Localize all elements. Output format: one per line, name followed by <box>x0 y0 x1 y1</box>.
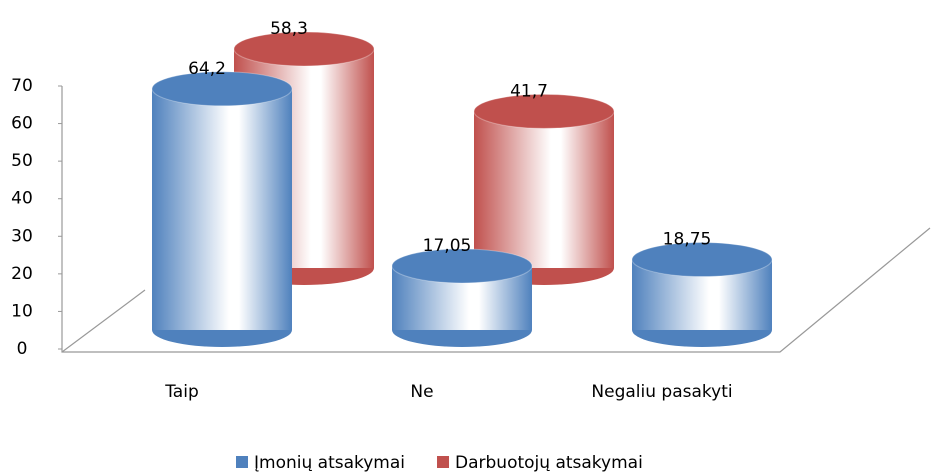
legend-swatch <box>236 456 248 468</box>
cylinder-top <box>233 31 375 67</box>
cylinder <box>631 242 773 347</box>
y-tick-label: 10 <box>11 301 33 321</box>
legend-label: Įmonių atsakymai <box>254 453 405 473</box>
cylinder <box>391 248 533 347</box>
value-label: 17,05 <box>423 236 472 256</box>
y-tick-label: 70 <box>11 76 33 96</box>
x-tick-label: Taip <box>164 382 199 402</box>
value-label: 41,7 <box>510 81 548 101</box>
cylinder-top <box>151 71 293 107</box>
cylinder <box>151 71 293 347</box>
floor-edge <box>61 289 146 353</box>
value-label: 64,2 <box>188 59 226 79</box>
y-tick-label: 20 <box>11 264 33 284</box>
cylinder-body <box>474 111 614 268</box>
value-label: 18,75 <box>663 230 712 250</box>
y-tick-label: 60 <box>11 114 33 134</box>
x-tick-label: Negaliu pasakyti <box>591 382 732 402</box>
legend-label: Darbuotojų atsakymai <box>455 453 643 473</box>
y-tick-label: 30 <box>11 226 33 246</box>
y-tick-label: 40 <box>11 189 33 209</box>
y-tick-label: 50 <box>11 151 33 171</box>
legend-swatch <box>437 456 450 468</box>
floor <box>61 86 931 353</box>
x-tick-label: Ne <box>410 382 433 402</box>
cylinder-top <box>473 93 615 129</box>
value-label: 58,3 <box>270 19 308 39</box>
cylinder-top <box>631 242 773 278</box>
axis-frame <box>61 86 931 353</box>
cylinder-body <box>152 88 292 330</box>
y-tick-label: 0 <box>17 339 28 359</box>
cylinder-top <box>391 248 533 284</box>
